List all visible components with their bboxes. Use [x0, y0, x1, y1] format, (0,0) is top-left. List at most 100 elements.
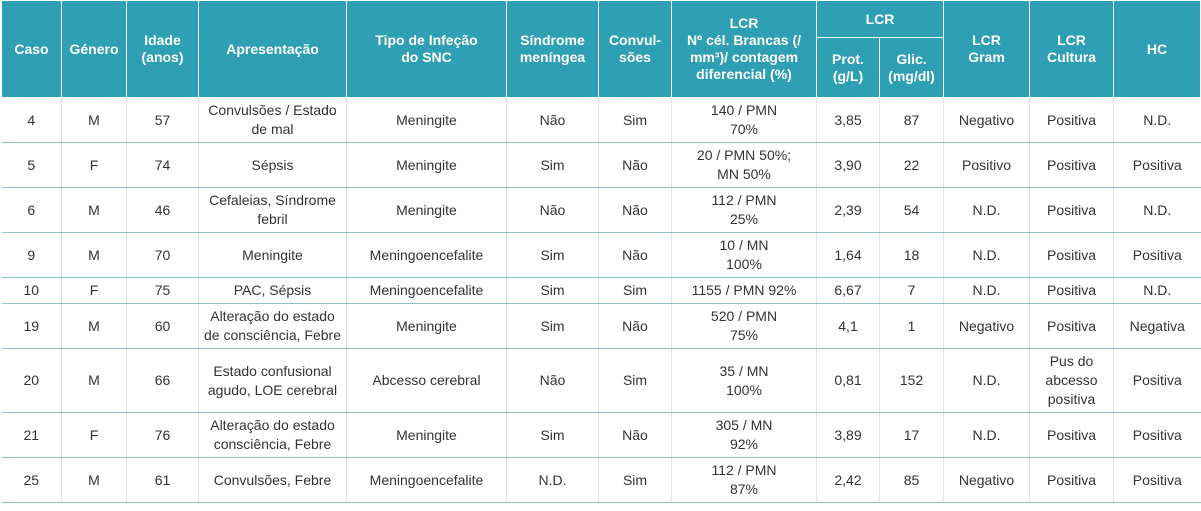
cell-line: de mal — [251, 121, 294, 137]
table-cell: Positiva — [1029, 303, 1114, 349]
cell-line: Positivo — [961, 156, 1012, 173]
cell-line: 61 — [154, 471, 171, 488]
table-cell: Positiva — [1029, 187, 1114, 233]
table-row: 6 M 46 Cefaleias, Síndrome febril Meningite Nã… — [1, 187, 1201, 233]
cell-line: Não — [622, 426, 648, 443]
column-header: Glic. (mg/dl) — [879, 37, 944, 98]
column-header: Tipo de Infeção do SNC — [346, 0, 507, 98]
table-cell: 1155 / PMN 92% — [671, 277, 817, 304]
cell-line: Nº cél. Brancas (/ — [686, 32, 802, 48]
cell-line: HC — [1146, 40, 1168, 57]
cell-line: Não — [622, 317, 648, 334]
table-cell: Não — [598, 187, 672, 233]
cell-line: Meningoencefalite — [369, 246, 484, 263]
table-cell: 6 — [1, 187, 62, 233]
cell-line: 19 — [23, 317, 40, 334]
cell-line: M — [88, 471, 100, 488]
table-cell: 140 / PMN 70% — [671, 97, 817, 143]
table-cell: Negativo — [943, 303, 1030, 349]
table-cell: N.D. — [506, 457, 599, 503]
table-cell: Positiva — [1029, 277, 1114, 304]
cell-line: Síndrome — [520, 32, 585, 48]
cell-line: 7 — [907, 282, 916, 298]
table-cell: Não — [506, 187, 599, 233]
table-cell: Sim — [506, 303, 599, 349]
table-cell: Convulsões / Estado de mal — [198, 97, 347, 143]
cell-line: N.D. — [1143, 111, 1172, 128]
table-cell: 85 — [879, 457, 944, 503]
table-cell: Positiva — [1029, 142, 1114, 188]
cell-line: mm³)/ contagem — [689, 49, 799, 65]
table-cell: Positiva — [1113, 457, 1201, 503]
cell-line: 100% — [726, 256, 762, 272]
cell-line: Negativo — [958, 317, 1015, 334]
table-cell: F — [61, 277, 127, 304]
table-cell: 3,89 — [816, 412, 880, 458]
cell-line: 76 — [154, 426, 171, 443]
table-row: 4 M 57 Convulsões / Estado de mal Meningite Nã… — [1, 97, 1201, 143]
cell-line: Idade — [144, 32, 181, 48]
table-header: Caso Género Idade (anos) Apresentação Tipo de… — [1, 0, 1201, 98]
table-cell: N.D. — [1113, 97, 1201, 143]
cell-line: N.D. — [1143, 201, 1172, 218]
cell-line: Estado confusional — [213, 362, 332, 379]
cell-line: 2,42 — [834, 471, 862, 488]
cell-line: 87% — [729, 481, 759, 497]
cell-line: 3,90 — [834, 156, 862, 173]
cell-line: Cefaleias, Síndrome — [209, 192, 336, 208]
cell-line: Gram — [968, 49, 1005, 65]
column-header: Convul-sões — [598, 0, 672, 98]
table-cell: M — [61, 303, 127, 349]
table-row: 5 F 74 Sépsis Meningite Sim Não 20 / PMN 50%; MN… — [1, 142, 1201, 188]
table-cell: 87 — [879, 97, 944, 143]
cell-line: 6 — [27, 201, 36, 218]
cell-line: Convul- — [608, 32, 662, 48]
table-cell: Positiva — [1113, 412, 1201, 458]
cell-line: do SNC — [401, 49, 452, 65]
table-cell: 66 — [126, 348, 199, 413]
column-header: LCR Gram — [943, 0, 1030, 98]
cell-line: N.D. — [972, 426, 1001, 443]
table-cell: M — [61, 457, 127, 503]
cell-line: Sim — [540, 246, 565, 263]
cell-line: (anos) — [141, 49, 184, 65]
cell-line: agudo, LOE cerebral — [207, 381, 338, 398]
table-cell: 152 — [879, 348, 944, 413]
cell-line: 3,85 — [834, 111, 862, 128]
cell-line: PAC, Sépsis — [233, 282, 312, 298]
cell-line: LCR — [972, 32, 1001, 48]
table-cell: Negativa — [1113, 303, 1201, 349]
cell-line: 85 — [903, 471, 920, 488]
table-cell: M — [61, 348, 127, 413]
cell-line: Positiva — [1132, 156, 1182, 173]
table-cell: Alteração do estado consciência, Febre — [198, 412, 347, 458]
cell-line: 20 / PMN 50%; — [696, 147, 792, 163]
cell-line: Meningite — [396, 201, 457, 218]
cell-line: Tipo de Infeção — [375, 32, 478, 48]
cell-line: febril — [257, 211, 288, 227]
cell-line: 75% — [729, 327, 759, 343]
cell-line: Não — [539, 372, 566, 388]
cell-line: abcesso — [1045, 372, 1098, 388]
table-cell: 57 — [126, 97, 199, 143]
cell-line: positiva — [1047, 391, 1096, 407]
cell-line: consciência, Febre — [213, 436, 332, 452]
table-row: 21 F 76 Alteração do estado consciência, Feb… — [1, 412, 1201, 458]
table-cell: 54 — [879, 187, 944, 233]
cell-line: 25% — [729, 211, 759, 227]
table-cell: 20 / PMN 50%; MN 50% — [671, 142, 817, 188]
column-header: Idade (anos) — [126, 0, 199, 98]
header-row: Caso Género Idade (anos) Apresentação Tipo de… — [1, 0, 1201, 98]
cell-line: 1155 / PMN 92% — [691, 282, 797, 298]
cell-line: 74 — [154, 156, 171, 173]
table-cell: 70 — [126, 232, 199, 278]
table-cell: 74 — [126, 142, 199, 188]
cell-line: Meningoencefalite — [369, 471, 484, 488]
cell-line: Positiva — [1046, 317, 1097, 334]
cell-line: Positiva — [1132, 372, 1182, 388]
cell-line: Não — [622, 201, 648, 218]
cell-line: N.D. — [972, 282, 1001, 298]
cell-line: 21 — [23, 426, 40, 443]
table-cell: 1 — [879, 303, 944, 349]
